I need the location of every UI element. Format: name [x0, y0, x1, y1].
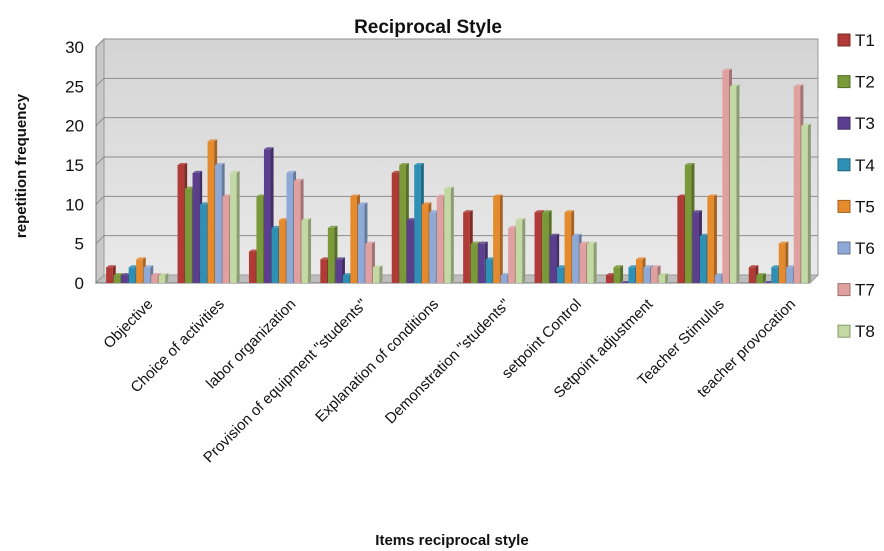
bar-T8-9	[801, 123, 811, 284]
bar-T8-1	[230, 170, 240, 283]
bar-T8-4	[444, 186, 454, 283]
gridline-side	[95, 38, 105, 48]
x-axis-title: Items reciprocal style	[375, 532, 528, 549]
bar-T2-9	[756, 273, 766, 283]
legend-swatch-T1	[837, 33, 851, 47]
bar-T2-7	[613, 265, 624, 283]
bar-T8-5	[515, 218, 526, 283]
legend-label-T4: T4	[855, 156, 875, 175]
plot-area	[94, 37, 820, 285]
legend-swatch-T4	[837, 158, 851, 172]
x-category-label: Explanation of conditions	[312, 296, 442, 426]
bar-T3-9	[763, 281, 774, 284]
legend-label-T5: T5	[855, 197, 875, 216]
legend: T1 T2 T3 T4 T5 T6 T7 T8	[837, 31, 875, 341]
bar-T8-6	[587, 241, 597, 283]
legend-label-T7: T7	[855, 281, 875, 300]
legend-label-T1: T1	[855, 31, 875, 50]
legend-swatch-T6	[837, 241, 851, 255]
legend-swatch-T3	[837, 116, 851, 130]
chart-title: Reciprocal Style	[354, 17, 502, 38]
bar-T5-8	[707, 194, 717, 283]
x-category-label: Demonstration "students"	[382, 296, 514, 428]
bar-T8-2	[301, 218, 312, 283]
y-tick-label: 0	[75, 274, 84, 293]
legend-label-T8: T8	[855, 322, 875, 341]
y-axis-title: repetition frequency	[13, 93, 30, 238]
legend-swatch-T8	[837, 324, 851, 338]
legend-swatch-T2	[837, 75, 851, 89]
y-tick-label: 5	[75, 235, 84, 254]
bar-T8-3	[372, 265, 383, 283]
legend-label-T3: T3	[855, 114, 875, 133]
bar-T8-7	[658, 273, 669, 283]
bar-T8-0	[158, 273, 169, 283]
bar-T8-8	[729, 84, 740, 283]
bar-T3-7	[620, 281, 631, 284]
legend-label-T2: T2	[855, 73, 875, 92]
legend-label-T6: T6	[855, 239, 875, 258]
gridline-side	[95, 117, 105, 127]
legend-swatch-T5	[837, 199, 851, 213]
y-tick-label: 10	[65, 195, 84, 214]
y-tick-label: 15	[65, 156, 84, 175]
y-tick-label: 25	[65, 77, 84, 96]
y-axis-ticks: 0 5 10 15 20 25 30	[65, 38, 84, 293]
legend-swatch-T7	[837, 283, 851, 297]
y-tick-label: 30	[65, 38, 84, 57]
bar-T5-5	[493, 194, 503, 283]
gridline-side	[95, 156, 105, 166]
gridline-side	[95, 235, 105, 245]
gridline-side	[95, 195, 105, 205]
y-tick-label: 20	[65, 117, 84, 136]
x-category-label: Objective	[100, 296, 156, 352]
gridline-side	[95, 77, 105, 87]
